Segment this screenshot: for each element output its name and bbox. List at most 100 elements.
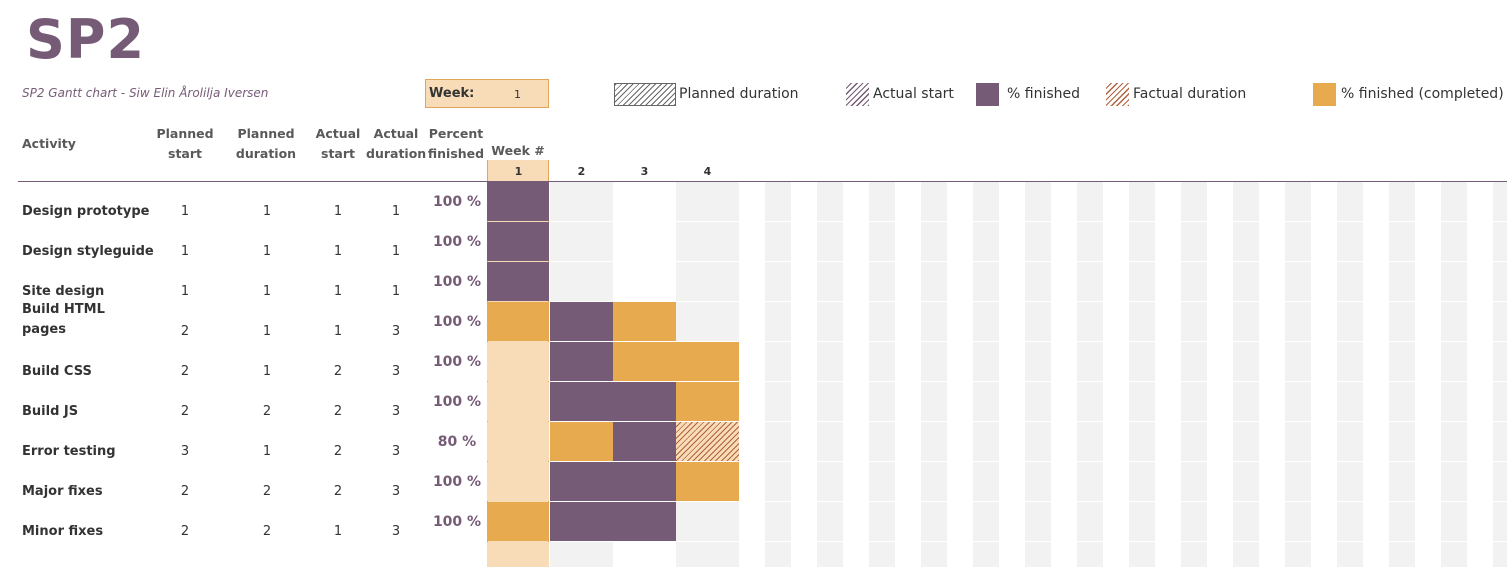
row-separator [550, 221, 1507, 222]
gantt-cell-factual[interactable] [676, 422, 739, 461]
percent-finished-value[interactable]: 100 % [432, 514, 482, 530]
planned-duration-value[interactable]: 1 [262, 364, 272, 379]
legend-swatch-completed [1313, 83, 1336, 106]
gantt-cell-purple[interactable] [550, 302, 613, 341]
activity-name: Minor fixes [22, 522, 103, 542]
gantt-cell-orange[interactable] [613, 342, 676, 381]
col-header-activity: Activity [22, 136, 76, 151]
activity-name: Build CSS [22, 362, 92, 382]
planned-start-value[interactable]: 2 [180, 524, 190, 539]
gantt-cell-purple[interactable] [487, 182, 549, 221]
planned-start-value[interactable]: 1 [180, 244, 190, 259]
planned-duration-value[interactable]: 2 [262, 524, 272, 539]
actual-duration-value[interactable]: 1 [391, 244, 401, 259]
planned-start-value[interactable]: 1 [180, 284, 190, 299]
percent-finished-value[interactable]: 100 % [432, 234, 482, 250]
gantt-cell-light[interactable] [487, 342, 549, 381]
gantt-cell-light[interactable] [487, 382, 549, 421]
row-separator [550, 261, 1507, 262]
planned-duration-value[interactable]: 1 [262, 284, 272, 299]
planned-start-value[interactable]: 2 [180, 324, 190, 339]
actual-duration-value[interactable]: 3 [391, 524, 401, 539]
actual-start-value[interactable]: 2 [333, 484, 343, 499]
gantt-cell-purple[interactable] [550, 502, 613, 541]
col-header-text: duration [235, 146, 297, 161]
gantt-cell-purple[interactable] [487, 222, 549, 261]
percent-finished-value[interactable]: 100 % [432, 274, 482, 290]
planned-duration-value[interactable]: 1 [262, 444, 272, 459]
week-input-cell[interactable] [425, 79, 549, 108]
actual-start-value[interactable]: 1 [333, 524, 343, 539]
gantt-cell-purple[interactable] [550, 462, 613, 501]
actual-start-value[interactable]: 1 [333, 244, 343, 259]
planned-duration-value[interactable]: 2 [262, 484, 272, 499]
gantt-cell-purple[interactable] [613, 462, 676, 501]
grid-stripe [1285, 182, 1311, 567]
gantt-cell-orange[interactable] [487, 502, 549, 541]
planned-duration-value[interactable]: 1 [262, 244, 272, 259]
actual-duration-value[interactable]: 3 [391, 444, 401, 459]
grid-stripe [973, 182, 999, 567]
planned-start-value[interactable]: 3 [180, 444, 190, 459]
col-header-text: start [168, 146, 202, 161]
activity-name: Error testing [22, 442, 116, 462]
actual-duration-value[interactable]: 3 [391, 484, 401, 499]
percent-finished-value[interactable]: 100 % [432, 314, 482, 330]
gantt-cell-orange[interactable] [676, 382, 739, 421]
gantt-cell-orange[interactable] [613, 302, 676, 341]
planned-start-value[interactable]: 2 [180, 484, 190, 499]
col-header-text: Planned [156, 126, 214, 141]
percent-finished-value[interactable]: 80 % [437, 434, 477, 450]
actual-start-value[interactable]: 2 [333, 404, 343, 419]
gantt-cell-purple[interactable] [613, 502, 676, 541]
col-header-text: finished [427, 146, 485, 161]
grid-stripe [765, 182, 791, 567]
activity-name: Major fixes [22, 482, 103, 502]
legend-swatch-planned [614, 83, 676, 106]
actual-start-value[interactable]: 1 [333, 284, 343, 299]
gantt-cell-purple[interactable] [550, 342, 613, 381]
gantt-cell-orange[interactable] [550, 422, 613, 461]
planned-start-value[interactable]: 2 [180, 404, 190, 419]
gantt-cell-light[interactable] [487, 422, 549, 461]
actual-start-value[interactable]: 1 [333, 204, 343, 219]
actual-duration-value[interactable]: 3 [391, 324, 401, 339]
percent-finished-value[interactable]: 100 % [432, 194, 482, 210]
planned-duration-value[interactable]: 1 [262, 324, 272, 339]
row-separator [550, 341, 1507, 342]
gantt-cell-purple[interactable] [613, 422, 676, 461]
actual-start-value[interactable]: 2 [333, 364, 343, 379]
gantt-cell-purple[interactable] [613, 382, 676, 421]
gantt-cell-light[interactable] [487, 462, 549, 501]
planned-start-value[interactable]: 2 [180, 364, 190, 379]
col-header-actual-duration: Actual duration [366, 124, 426, 164]
week-value[interactable]: 1 [514, 88, 521, 101]
grid-stripe [1077, 182, 1103, 567]
actual-duration-value[interactable]: 1 [391, 204, 401, 219]
activity-name-line: Error testing [22, 444, 116, 459]
activity-name: Design styleguide [22, 242, 154, 262]
percent-finished-value[interactable]: 100 % [432, 354, 482, 370]
gantt-cell-orange[interactable] [487, 302, 549, 341]
actual-start-value[interactable]: 1 [333, 324, 343, 339]
row-separator [550, 461, 1507, 462]
col-header-actual-start: Actual start [308, 124, 368, 164]
gantt-cell-orange[interactable] [676, 462, 739, 501]
planned-duration-value[interactable]: 2 [262, 404, 272, 419]
gantt-cell-orange[interactable] [676, 342, 739, 381]
planned-duration-value[interactable]: 1 [262, 204, 272, 219]
col-header-text: Planned [237, 126, 295, 141]
grid-stripe [1441, 182, 1467, 567]
gantt-cell-purple[interactable] [550, 382, 613, 421]
actual-duration-value[interactable]: 3 [391, 404, 401, 419]
col-header-percent: Percent finished [425, 124, 487, 164]
gantt-cell-purple[interactable] [487, 262, 549, 301]
actual-start-value[interactable]: 2 [333, 444, 343, 459]
planned-start-value[interactable]: 1 [180, 204, 190, 219]
activity-name-line: Design styleguide [22, 244, 154, 259]
actual-duration-value[interactable]: 3 [391, 364, 401, 379]
actual-duration-value[interactable]: 1 [391, 284, 401, 299]
percent-finished-value[interactable]: 100 % [432, 394, 482, 410]
percent-finished-value[interactable]: 100 % [432, 474, 482, 490]
row-separator [550, 381, 1507, 382]
